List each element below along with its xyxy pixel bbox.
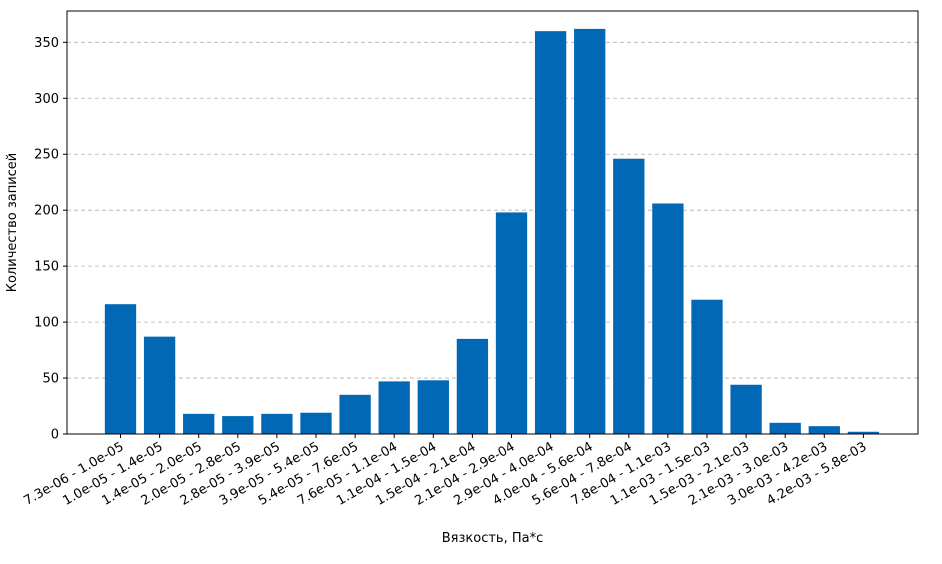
y-tick-label: 300	[34, 92, 59, 107]
y-tick-label: 0	[51, 428, 59, 443]
bar	[143, 336, 176, 434]
bar	[417, 380, 449, 434]
grid-lines	[67, 41, 918, 379]
bar	[378, 381, 410, 434]
bar	[574, 28, 606, 435]
plot-frame	[66, 10, 919, 435]
bar	[104, 304, 137, 434]
y-tick-label: 50	[42, 372, 59, 387]
y-tick-label: 350	[34, 36, 59, 51]
y-axis-label: Количество записей	[5, 153, 20, 293]
bar	[847, 431, 880, 434]
bars	[104, 28, 880, 435]
y-tick-label: 100	[34, 316, 59, 331]
y-tick-label: 250	[34, 148, 59, 163]
x-axis-ticks: 7.3e-06 - 1.0e-051.0e-05 - 1.4e-051.4e-0…	[21, 434, 869, 509]
bar	[261, 413, 293, 434]
bar	[456, 338, 489, 434]
y-tick-label: 150	[34, 260, 59, 275]
bar	[183, 413, 215, 434]
bar	[691, 299, 723, 434]
y-tick-label: 200	[34, 204, 59, 219]
bar	[222, 416, 254, 434]
bar	[339, 394, 371, 434]
bar	[495, 212, 528, 434]
bar	[300, 412, 332, 434]
x-axis-label: Вязкость, Па*с	[442, 531, 544, 546]
bar	[534, 31, 567, 435]
y-axis-ticks: 0 50 100 150 200 250 300 350	[34, 36, 67, 443]
bar	[613, 158, 645, 434]
bar	[769, 422, 801, 434]
bar	[652, 203, 684, 434]
bar	[808, 426, 840, 434]
bar	[730, 384, 762, 434]
